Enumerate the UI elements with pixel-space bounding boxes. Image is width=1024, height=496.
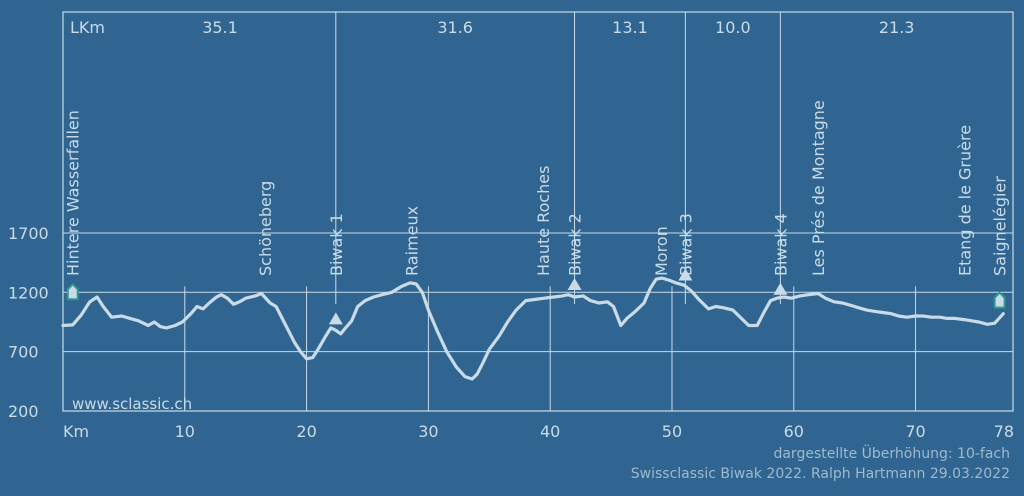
place-label-2: Schöneberg [256,181,275,276]
biwak-marker-9 [773,282,788,295]
section-header-label: LKm [70,18,105,37]
section-dividers: LKm 35.1 31.6 13.1 10.0 21.3 [70,12,915,305]
x-tick-60: 60 [784,422,804,441]
x-axis-label: Km [63,422,89,441]
grid-lines [63,232,1013,411]
place-label-7: Moron [652,226,671,276]
credits-line: Swissclassic Biwak 2022. Ralph Hartmann … [630,466,1010,482]
biwak-marker-3 [328,312,343,325]
section-length-2: 31.6 [437,18,473,37]
x-tick-50: 50 [662,422,682,441]
footer: dargestellte Überhöhung: 10-fach Swisscl… [631,444,1010,484]
y-tick-200: 200 [8,402,39,421]
x-tick-10: 10 [175,422,195,441]
plot-border [62,11,1014,412]
place-label-10: Les Prés de Montagne [809,100,828,276]
section-length-5: 21.3 [879,18,915,37]
place-label-3: Biwak 1 [327,213,346,276]
x-tick-40: 40 [540,422,560,441]
place-label-5: Haute Roches [534,166,553,276]
y-tick-1200: 1200 [8,283,49,302]
exaggeration-note: dargestellte Überhöhung: 10-fach [773,446,1010,462]
place-label-9: Biwak 4 [771,213,790,276]
x-tick-labels: Km 10 20 30 40 50 60 70 78 [63,422,1014,441]
x-tick-20: 20 [296,422,316,441]
x-tick-78: 78 [994,422,1014,441]
biwak-marker-8 [678,268,693,281]
place-label-4: Raimeux [402,206,421,276]
section-length-4: 10.0 [715,18,751,37]
x-tick-70: 70 [905,422,925,441]
hut-marker-1 [66,282,79,301]
hut-marker-12 [993,291,1006,309]
chart-frame [62,11,1014,412]
y-tick-1700: 1700 [8,224,49,243]
website-label: www.sclassic.ch [72,395,192,413]
y-tick-labels: 200 700 1200 1700 [8,224,49,421]
place-label-8: Biwak 3 [676,213,695,276]
section-length-1: 35.1 [202,18,238,37]
biwak-marker-6 [567,277,582,290]
place-label-12: Saignelégier [991,176,1010,276]
elevation-profile [61,276,1005,381]
x-tick-30: 30 [418,422,438,441]
place-label-1: Hintere Wasserfallen [64,110,83,276]
place-labels: Hintere Wasserfallen Schöneberg Biwak 1 Rai… [64,100,1010,276]
place-label-6: Biwak 2 [566,213,585,276]
profile-line [61,276,1005,381]
place-markers [66,268,1006,325]
place-label-11: Etang de le Gruère [955,125,974,276]
y-tick-700: 700 [8,343,39,362]
section-length-3: 13.1 [612,18,648,37]
